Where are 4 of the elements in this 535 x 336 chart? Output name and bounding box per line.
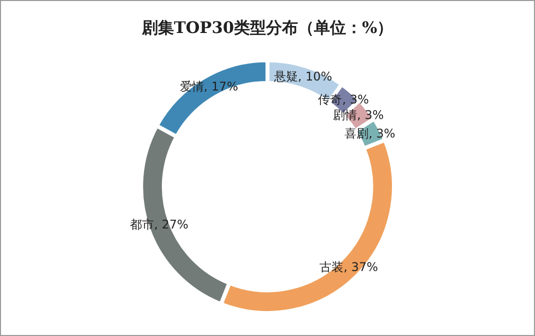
chart-title: 剧集TOP30类型分布（单位：%） (140, 18, 394, 37)
slice-label: 悬疑, 10% (272, 69, 332, 84)
slice-label: 剧情, 3% (333, 108, 384, 122)
slice-label: 爱情, 17% (180, 80, 238, 94)
